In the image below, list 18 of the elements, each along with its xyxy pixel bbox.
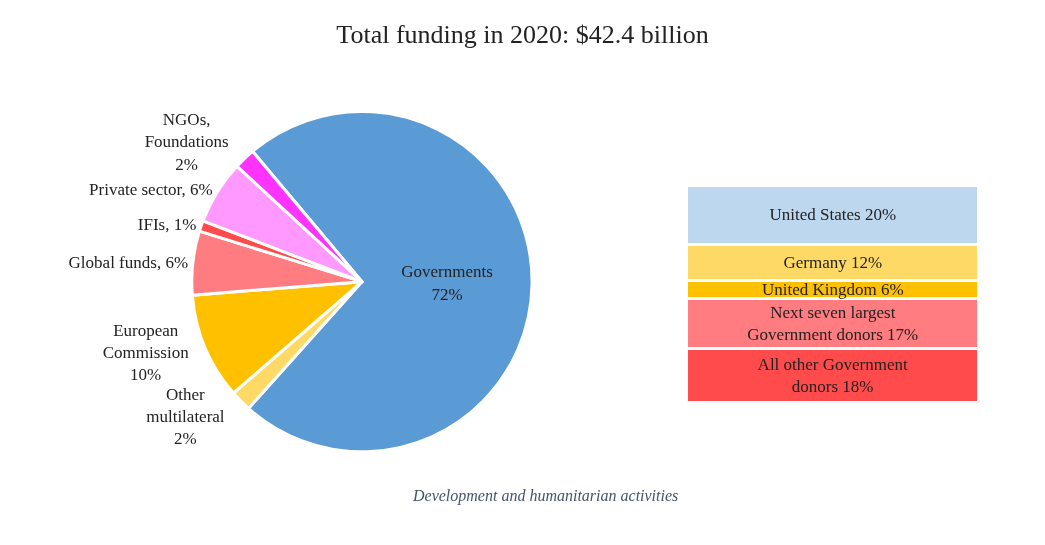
- data-label: 2%: [175, 154, 198, 174]
- data-label: All other Government donors 18%: [757, 354, 908, 396]
- data-label: United Kingdom 6%: [761, 279, 904, 299]
- data-label: 72%: [431, 284, 463, 304]
- slice-label: NGOs, Foundations: [144, 110, 229, 152]
- data-label: United States 20%: [769, 205, 897, 225]
- slice-label: IFIs, 1%: [137, 215, 197, 235]
- slice-label: Other multilateral: [146, 384, 225, 427]
- text: Development and humanitarian activities: [412, 487, 679, 505]
- chart-title: Total funding in 2020: $42.4 billion: [336, 19, 709, 49]
- slice-label: Private sector, 6%: [89, 179, 213, 199]
- data-label: Germany 12%: [783, 252, 883, 272]
- slice-label: European Commission: [102, 320, 190, 362]
- data-label: 10%: [130, 364, 162, 384]
- slice-label: Global funds, 6%: [68, 253, 189, 273]
- data-label: Next seven largest Government donors 17%: [747, 302, 919, 344]
- data-label: 2%: [174, 429, 197, 449]
- slice-label: Governments: [401, 262, 493, 282]
